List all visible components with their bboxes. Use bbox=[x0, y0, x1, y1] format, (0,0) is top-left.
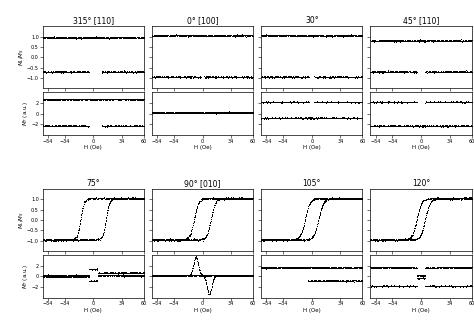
Title: 105°: 105° bbox=[302, 179, 321, 188]
Y-axis label: $M_T$ (a.u.): $M_T$ (a.u.) bbox=[21, 101, 30, 126]
X-axis label: H (Oe): H (Oe) bbox=[412, 145, 430, 150]
Y-axis label: $M_L/M_S$: $M_L/M_S$ bbox=[17, 48, 26, 66]
Title: 75°: 75° bbox=[86, 179, 100, 188]
X-axis label: H (Oe): H (Oe) bbox=[84, 308, 102, 313]
Title: 120°: 120° bbox=[412, 179, 430, 188]
Y-axis label: $M_T$ (a.u.): $M_T$ (a.u.) bbox=[21, 264, 30, 289]
Title: 315° [110]: 315° [110] bbox=[73, 16, 114, 26]
X-axis label: H (Oe): H (Oe) bbox=[412, 308, 430, 313]
X-axis label: H (Oe): H (Oe) bbox=[194, 145, 211, 150]
Y-axis label: $M_L/M_S$: $M_L/M_S$ bbox=[17, 211, 26, 229]
Title: 90° [010]: 90° [010] bbox=[184, 179, 221, 188]
X-axis label: H (Oe): H (Oe) bbox=[194, 308, 211, 313]
Title: 0° [100]: 0° [100] bbox=[187, 16, 219, 26]
X-axis label: H (Oe): H (Oe) bbox=[303, 308, 320, 313]
X-axis label: H (Oe): H (Oe) bbox=[84, 145, 102, 150]
Title: 30°: 30° bbox=[305, 16, 319, 26]
X-axis label: H (Oe): H (Oe) bbox=[303, 145, 320, 150]
Title: 45° [110]: 45° [110] bbox=[403, 16, 439, 26]
